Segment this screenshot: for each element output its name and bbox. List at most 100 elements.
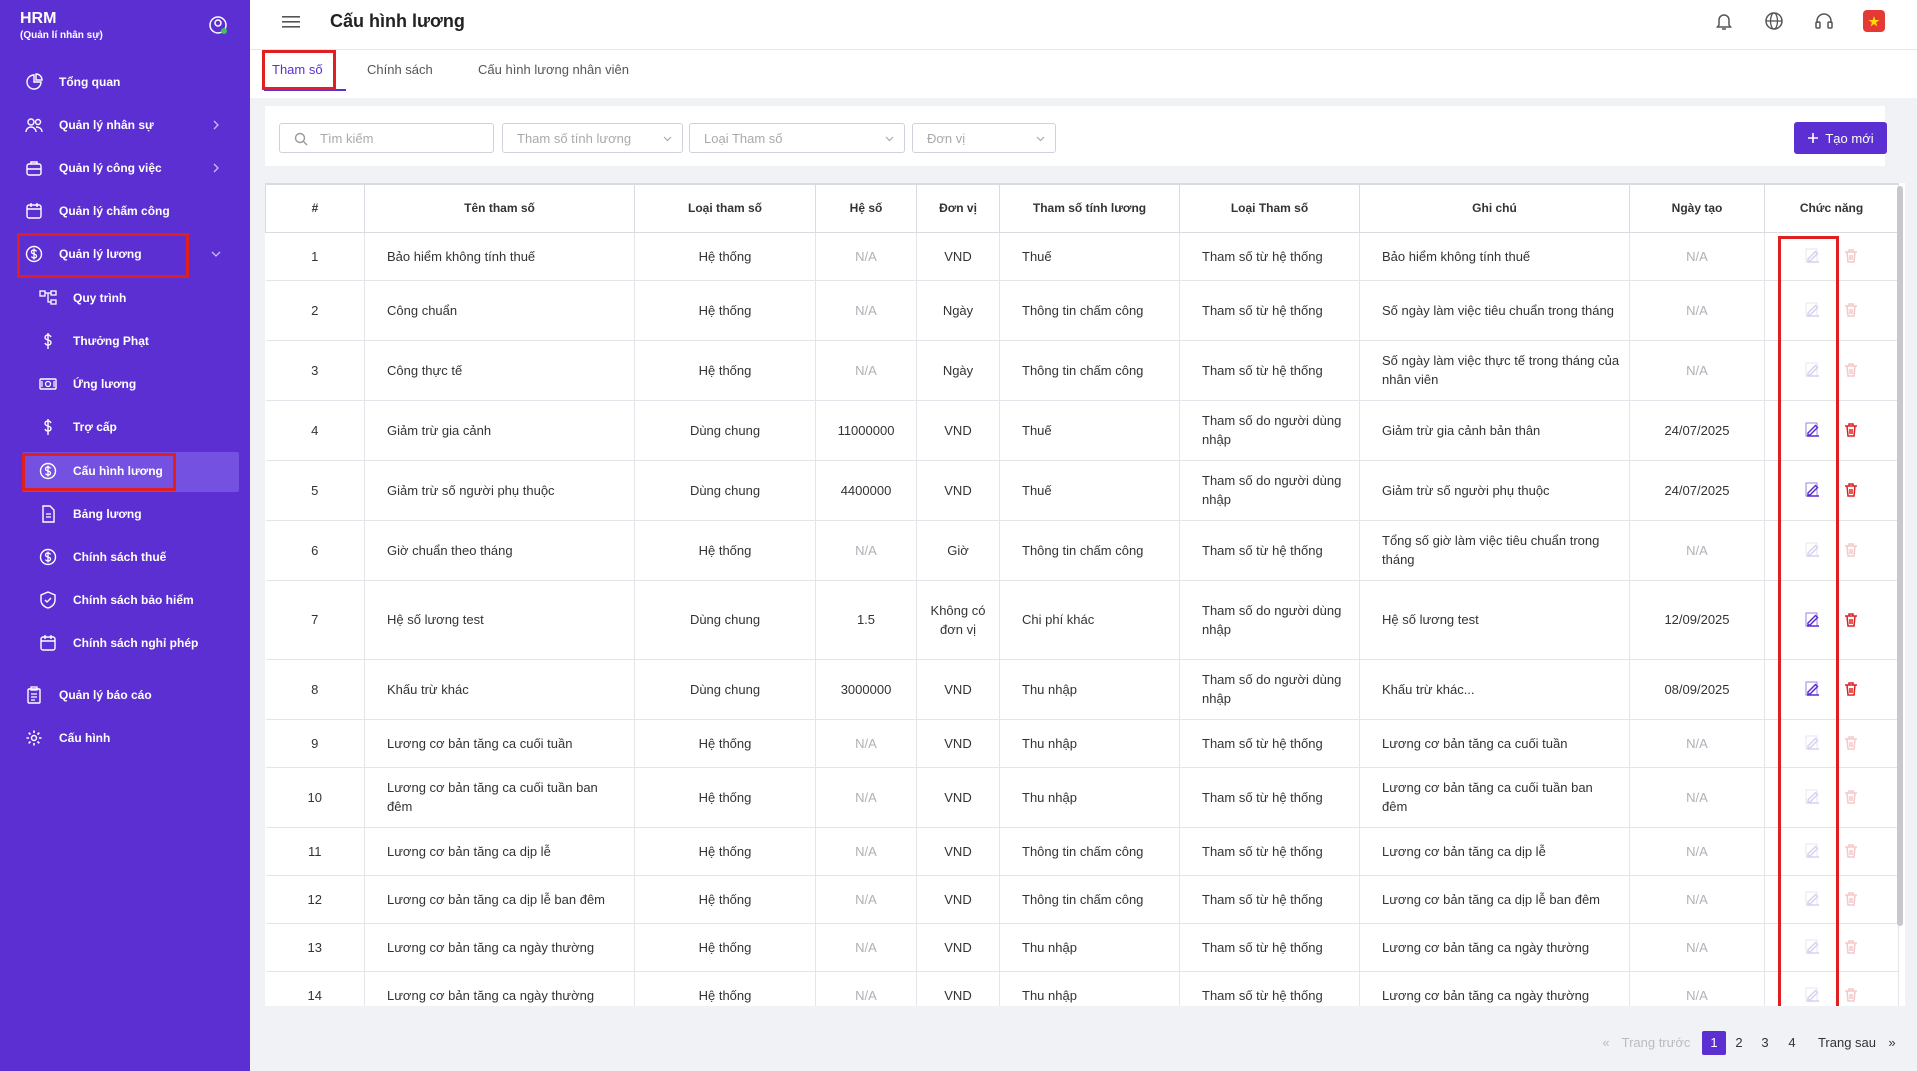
table-cell: Thuế <box>999 460 1180 521</box>
sidebar-item-1[interactable]: Tổng quan <box>0 62 250 102</box>
page-4-button[interactable]: 4 <box>1788 1035 1796 1050</box>
bell-icon[interactable] <box>1713 10 1735 32</box>
edit-icon[interactable] <box>1805 891 1821 907</box>
sidebar-item-16[interactable]: Cấu hình <box>0 718 250 758</box>
next-arrow-icon[interactable]: » <box>1888 1035 1896 1050</box>
edit-icon[interactable] <box>1805 843 1821 859</box>
tab-chinh-sach[interactable]: Chính sách <box>367 62 433 77</box>
edit-icon[interactable] <box>1805 542 1821 558</box>
edit-icon[interactable] <box>1805 681 1821 697</box>
edit-icon[interactable] <box>1805 362 1821 378</box>
sidebar-item-10[interactable]: Cấu hình lương <box>0 451 250 491</box>
edit-icon[interactable] <box>1805 302 1821 318</box>
table-cell: Tổng số giờ làm việc tiêu chuẩn trong th… <box>1359 520 1630 581</box>
table-cell: Bảo hiểm không tính thuế <box>1359 232 1630 281</box>
globe-icon[interactable] <box>1763 10 1785 32</box>
shield-icon <box>40 591 56 609</box>
prev-arrow-icon[interactable]: « <box>1602 1035 1610 1050</box>
trash-icon[interactable] <box>1843 612 1859 628</box>
search-input[interactable]: Tìm kiếm <box>279 123 494 153</box>
table-cell: Tham số từ hệ thống <box>1179 280 1360 341</box>
table-cell: Hệ thống <box>634 280 816 341</box>
edit-icon[interactable] <box>1805 789 1821 805</box>
table-cell: Khấu trừ khác <box>364 659 635 720</box>
edit-icon[interactable] <box>1805 422 1821 438</box>
table-cell: 2 <box>265 280 365 341</box>
table-cell: Tham số từ hệ thống <box>1179 719 1360 768</box>
headset-icon[interactable] <box>1813 10 1835 32</box>
trash-icon[interactable] <box>1843 362 1859 378</box>
prev-page-button[interactable]: Trang trước <box>1621 1035 1691 1050</box>
table-cell: N/A <box>815 520 917 581</box>
table-cell: Số ngày làm việc thực tế trong tháng của… <box>1359 340 1630 401</box>
trash-icon[interactable] <box>1843 891 1859 907</box>
gear-icon <box>26 730 42 746</box>
actions-cell <box>1764 875 1899 924</box>
edit-icon[interactable] <box>1805 482 1821 498</box>
table-row: 14 Lương cơ bản tăng ca ngày thường Hệ thố… <box>265 971 1899 1006</box>
table-cell: Tham số do người dùng nhập <box>1179 460 1360 521</box>
table-cell: Lương cơ bản tăng ca cuối tuần <box>364 719 635 768</box>
actions-cell <box>1764 827 1899 876</box>
create-new-button[interactable]: Tạo mới <box>1794 122 1887 154</box>
actions-cell <box>1764 767 1899 828</box>
sidebar-item-3[interactable]: Quản lý công việc <box>0 148 250 188</box>
sidebar-item-9[interactable]: Trợ cấp <box>0 407 250 447</box>
sidebar-item-label: Tổng quan <box>59 75 121 89</box>
topbar: Cấu hình lương <box>250 0 1917 50</box>
table-cell: Thông tin chấm công <box>999 340 1180 401</box>
sidebar-item-13[interactable]: Chính sách bảo hiểm <box>0 580 250 620</box>
sidebar-item-15[interactable]: Quản lý báo cáo <box>0 675 250 715</box>
table-cell: Lương cơ bản tăng ca ngày thường <box>1359 971 1630 1006</box>
page-1-button[interactable]: 1 <box>1702 1031 1726 1055</box>
table-row: 4 Giảm trừ gia cảnh Dùng chung 11000000 VND T… <box>265 400 1899 461</box>
vietnam-flag-icon[interactable] <box>1863 10 1885 32</box>
sidebar-item-7[interactable]: Thưởng Phạt <box>0 321 250 361</box>
trash-icon[interactable] <box>1843 843 1859 859</box>
sidebar-item-2[interactable]: Quản lý nhân sự <box>0 105 250 145</box>
trash-icon[interactable] <box>1843 735 1859 751</box>
filter-don-vi[interactable]: Đơn vị <box>912 123 1056 153</box>
user-settings-icon[interactable] <box>207 14 229 36</box>
parameters-table: # Tên tham số Loại tham số Hệ số Đơn vị Tham … <box>265 183 1899 1006</box>
sidebar-item-5[interactable]: Quản lý lương <box>0 234 250 274</box>
edit-icon[interactable] <box>1805 612 1821 628</box>
filter-loai-tham-so[interactable]: Loại Tham số <box>689 123 905 153</box>
tab-cau-hinh-luong-nhan-vien[interactable]: Cấu hình lương nhân viên <box>478 62 629 77</box>
trash-icon[interactable] <box>1843 939 1859 955</box>
trash-icon[interactable] <box>1843 302 1859 318</box>
trash-icon[interactable] <box>1843 482 1859 498</box>
sidebar-item-6[interactable]: Quy trình <box>0 278 250 318</box>
edit-icon[interactable] <box>1805 987 1821 1003</box>
tab-tham-so[interactable]: Tham số <box>272 62 323 77</box>
edit-icon[interactable] <box>1805 735 1821 751</box>
dollar-icon <box>44 333 52 349</box>
next-page-button[interactable]: Trang sau <box>1817 1035 1877 1050</box>
trash-icon[interactable] <box>1843 542 1859 558</box>
sidebar-item-14[interactable]: Chính sách nghỉ phép <box>0 623 250 663</box>
table-cell: 12 <box>265 875 365 924</box>
trash-icon[interactable] <box>1843 681 1859 697</box>
table-cell: Tham số từ hệ thống <box>1179 767 1360 828</box>
table-cell: Chi phí khác <box>999 580 1180 660</box>
sidebar-item-11[interactable]: Bảng lương <box>0 494 250 534</box>
sidebar-item-4[interactable]: Quản lý chấm công <box>0 191 250 231</box>
sidebar-item-12[interactable]: Chính sách thuế <box>0 537 250 577</box>
filter-tham-so-tinh-luong[interactable]: Tham số tính lương <box>502 123 683 153</box>
trash-icon[interactable] <box>1843 248 1859 264</box>
sidebar-item-8[interactable]: Ứng lương <box>0 364 250 404</box>
edit-icon[interactable] <box>1805 248 1821 264</box>
edit-icon[interactable] <box>1805 939 1821 955</box>
table-cell: 1 <box>265 232 365 281</box>
menu-icon[interactable] <box>282 14 300 30</box>
page-2-button[interactable]: 2 <box>1735 1035 1743 1050</box>
chevron-right-icon <box>213 163 219 173</box>
table-scrollbar[interactable] <box>1897 186 1903 926</box>
page-3-button[interactable]: 3 <box>1761 1035 1769 1050</box>
trash-icon[interactable] <box>1843 789 1859 805</box>
trash-icon[interactable] <box>1843 987 1859 1003</box>
trash-icon[interactable] <box>1843 422 1859 438</box>
sidebar-item-label: Chính sách thuế <box>73 550 167 564</box>
column-header: Hệ số <box>815 183 917 233</box>
sidebar-item-label: Thưởng Phạt <box>73 334 149 348</box>
